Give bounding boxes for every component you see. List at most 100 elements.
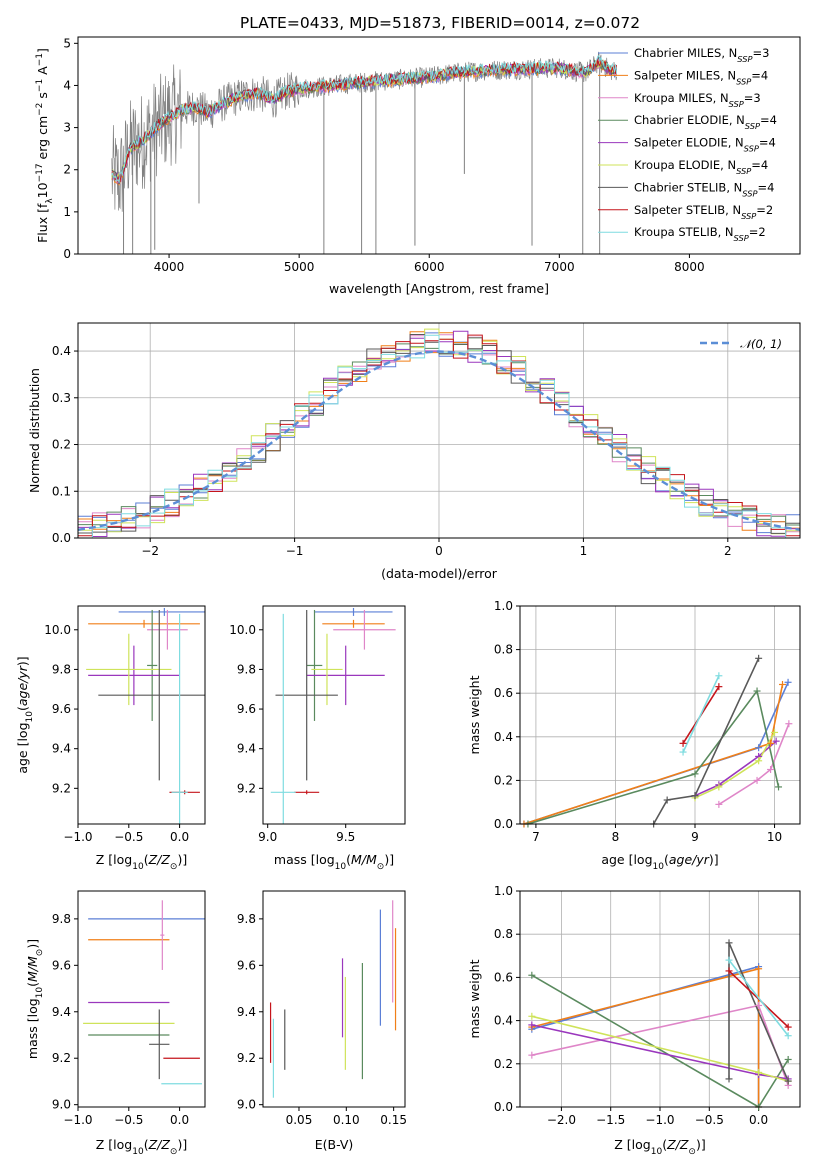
x-tick-label: 10 xyxy=(767,830,782,844)
legend-label: Kroupa ELODIE, NSSP=4 xyxy=(634,158,768,176)
x-tick-label: −0.5 xyxy=(114,1113,143,1127)
x-tick-label: −1.0 xyxy=(645,1113,674,1127)
y-tick-label: 9.2 xyxy=(52,1051,71,1065)
text-part: s xyxy=(35,92,50,103)
y-axis-label: age [log10(age/yr)] xyxy=(15,656,35,773)
text-part: SSP xyxy=(729,99,744,109)
y-tick-label: 2 xyxy=(63,163,71,177)
x-axis-label: (data-model)/error xyxy=(381,566,498,581)
text-part: )] xyxy=(177,852,187,867)
text-part: =4 xyxy=(760,113,777,127)
text-part: M/M xyxy=(351,852,377,867)
x-tick-label: 0.05 xyxy=(286,1113,313,1127)
text-part: SSP xyxy=(745,121,760,131)
plot-area xyxy=(86,607,205,824)
text-part: =2 xyxy=(756,203,773,217)
text-part: 10 xyxy=(335,862,347,872)
series-line xyxy=(728,959,789,1037)
legend-label: Kroupa STELIB, NSSP=2 xyxy=(634,225,766,243)
text-part: Z [log xyxy=(96,1137,132,1152)
text-part: ] xyxy=(35,48,50,53)
axes-age-vs-Z: −1.0 −0.5 0.09.29.49.69.810.0Z [log10(Z/Z⊙… xyxy=(15,605,206,872)
text-part: −2 xyxy=(35,103,45,116)
axes-frame xyxy=(77,36,801,255)
text-part: −1 xyxy=(35,53,45,66)
text-part: Salpeter MILES, N xyxy=(634,68,736,82)
text-part: SSP xyxy=(734,233,749,243)
y-tick-label: 0.4 xyxy=(494,1014,513,1028)
y-tick-label: 9.8 xyxy=(52,662,71,676)
axes-frame xyxy=(519,605,801,825)
text-part: Kroupa ELODIE, N xyxy=(634,158,736,172)
x-tick-label: 7000 xyxy=(544,260,575,274)
x-tick-label: 4000 xyxy=(154,260,185,274)
text-part: Z [log xyxy=(614,1137,650,1152)
y-tick-label: 9.4 xyxy=(237,1005,256,1019)
model-spectrum xyxy=(111,55,618,183)
text-part: 10 xyxy=(35,182,50,198)
y-tick-label: 9.8 xyxy=(52,912,71,926)
y-tick-label: 9.6 xyxy=(52,958,71,972)
y-tick-label: 9.0 xyxy=(52,1098,71,1112)
y-tick-label: 9.6 xyxy=(237,702,256,716)
legend-label: Chabrier ELODIE, NSSP=4 xyxy=(634,113,777,131)
y-axis-label: mass weight xyxy=(467,959,482,1038)
y-axis-label: mass [log10(M/M⊙)] xyxy=(25,939,45,1059)
y-tick-label: 9.8 xyxy=(237,662,256,676)
text-part: Salpeter STELIB, N xyxy=(634,203,741,217)
text-part: Chabrier MILES, N xyxy=(634,46,737,60)
text-part: )] xyxy=(384,852,394,867)
plot-area xyxy=(269,900,397,1098)
text-part: mass [log xyxy=(274,852,335,867)
text-part: =4 xyxy=(759,136,776,150)
x-tick-label: 9.5 xyxy=(336,830,355,844)
y-tick-label: 1 xyxy=(63,205,71,219)
text-part: age/yr xyxy=(15,665,30,706)
text-part: ⊙ xyxy=(170,862,178,872)
x-tick-label: 0.0 xyxy=(170,1113,189,1127)
text-part: ( xyxy=(25,982,40,987)
y-tick-label: 0.2 xyxy=(494,1057,513,1071)
x-axis-label: wavelength [Angstrom, rest frame] xyxy=(329,281,549,296)
axes-frame xyxy=(77,890,206,1108)
y-axis-label: Flux [fλ10−17 erg cm−2 s−1 A−1] xyxy=(35,48,55,243)
legend-label: Chabrier MILES, NSSP=3 xyxy=(634,46,769,64)
text-part: =4 xyxy=(751,158,768,172)
x-tick-label: −0.5 xyxy=(695,1113,724,1127)
text-part: Chabrier STELIB, N xyxy=(634,180,742,194)
y-tick-label: 0 xyxy=(63,247,71,261)
x-tick-label: 1 xyxy=(580,544,588,558)
text-part: SSP xyxy=(737,54,752,64)
plot-area xyxy=(83,900,205,1085)
x-tick-label: 7 xyxy=(532,830,540,844)
y-tick-label: 9.8 xyxy=(237,912,256,926)
text-part: erg cm xyxy=(35,116,50,164)
text-part: =2 xyxy=(749,225,766,239)
x-tick-label: 8 xyxy=(612,830,620,844)
text-part: Z/Z xyxy=(148,852,171,867)
x-axis-label: Z [log10(Z/Z⊙)] xyxy=(96,852,187,872)
histogram-step xyxy=(78,328,800,535)
y-tick-label: 10.0 xyxy=(229,623,256,637)
series-line xyxy=(652,657,760,824)
x-tick-label: −1.0 xyxy=(63,1113,92,1127)
series-line xyxy=(694,732,776,799)
y-tick-label: 0.1 xyxy=(52,484,71,498)
y-tick-label: 0.4 xyxy=(494,730,513,744)
y-tick-label: 5 xyxy=(63,36,71,50)
axes-age-vs-mass: 9.0 9.5 9.2 9.4 9.6 9.8 10.0 mass [log10(M/M⊙)] xyxy=(229,605,406,872)
x-tick-label: −2 xyxy=(141,544,159,558)
text-part: ( xyxy=(15,706,30,711)
y-tick-label: 9.2 xyxy=(237,781,256,795)
x-tick-label: 6000 xyxy=(414,260,445,274)
axes-frame xyxy=(262,890,406,1108)
text-part: )] xyxy=(15,656,30,666)
text-part: ( xyxy=(144,852,149,867)
x-axis-label: age [log10(age/yr)] xyxy=(601,852,718,872)
x-tick-label: 9.0 xyxy=(258,830,277,844)
x-tick-label: 0.15 xyxy=(380,1113,407,1127)
y-tick-label: 9.4 xyxy=(237,742,256,756)
text-part: 10 xyxy=(132,1147,144,1157)
axes-mass-weight-vs-age: 7 8 9 10 0.0 0.2 0.4 0.6 0.8 1.0 mass weight age [l… xyxy=(467,599,801,872)
